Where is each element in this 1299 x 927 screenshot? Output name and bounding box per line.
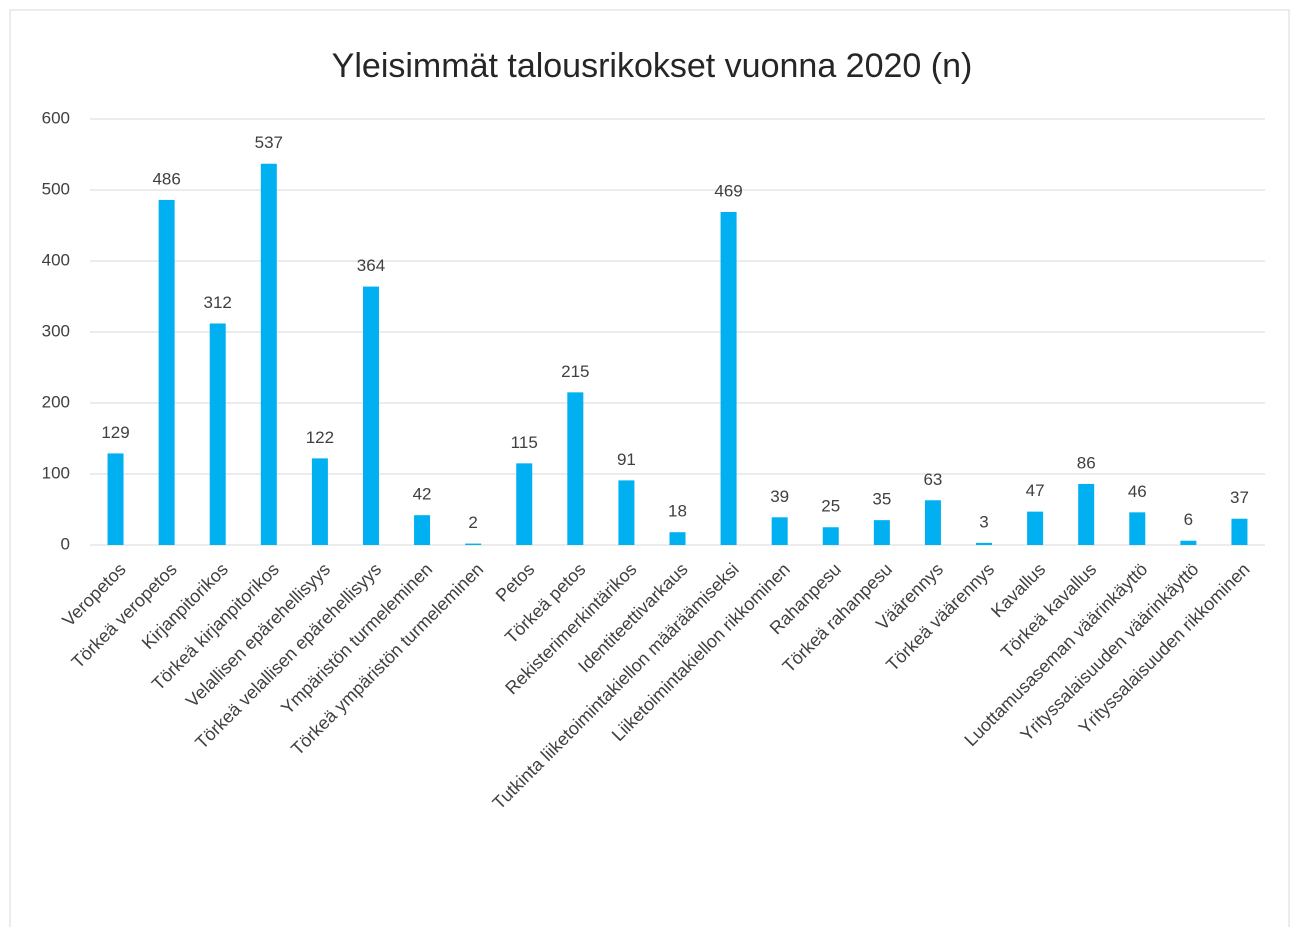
data-label: 91 (617, 450, 636, 469)
bar (873, 520, 890, 545)
y-tick-label: 200 (42, 392, 70, 411)
data-label: 37 (1230, 488, 1249, 507)
bar (924, 500, 941, 545)
bar (618, 480, 635, 545)
data-label: 115 (511, 433, 538, 452)
y-tick-label: 0 (61, 534, 70, 553)
bar (311, 458, 328, 545)
y-tick-label: 600 (42, 108, 70, 127)
data-label: 63 (923, 470, 942, 489)
bar (1078, 483, 1095, 545)
bar (1180, 540, 1197, 545)
bar (720, 212, 737, 545)
y-tick-label: 300 (42, 321, 70, 340)
data-label: 46 (1128, 482, 1147, 501)
y-tick-label: 400 (42, 250, 70, 269)
data-label: 35 (872, 490, 891, 509)
data-label: 486 (152, 169, 180, 188)
data-label: 364 (357, 256, 385, 275)
bar (260, 163, 277, 546)
data-label: 215 (561, 362, 589, 381)
y-tick-label: 100 (42, 463, 70, 482)
data-label: 469 (714, 181, 742, 200)
data-label: 6 (1184, 510, 1193, 529)
data-label: 122 (306, 428, 334, 447)
data-label: 42 (413, 485, 432, 504)
bar (771, 517, 788, 545)
data-label: 2 (468, 513, 477, 532)
data-label: 25 (821, 497, 840, 516)
bar (567, 392, 584, 545)
chart-frame (9, 9, 1290, 927)
data-label: 537 (255, 133, 283, 152)
data-label: 47 (1026, 481, 1045, 500)
bar (465, 543, 482, 545)
bar (362, 286, 379, 545)
bar (822, 527, 839, 545)
data-label: 3 (979, 512, 988, 531)
bar (976, 542, 993, 545)
bar (1231, 518, 1248, 545)
bar (669, 532, 686, 545)
bar (158, 199, 175, 545)
bar (107, 453, 124, 545)
data-label: 39 (770, 487, 789, 506)
bar (516, 463, 533, 545)
chart-title: Yleisimmät talousrikokset vuonna 2020 (n… (332, 47, 973, 85)
data-label: 129 (101, 423, 129, 442)
data-label: 312 (204, 293, 232, 312)
data-label: 18 (668, 502, 687, 521)
bar (209, 323, 226, 545)
bar (1027, 511, 1044, 545)
y-tick-label: 500 (42, 179, 70, 198)
bar (414, 515, 431, 545)
data-label: 86 (1077, 453, 1096, 472)
bar (1129, 512, 1146, 545)
